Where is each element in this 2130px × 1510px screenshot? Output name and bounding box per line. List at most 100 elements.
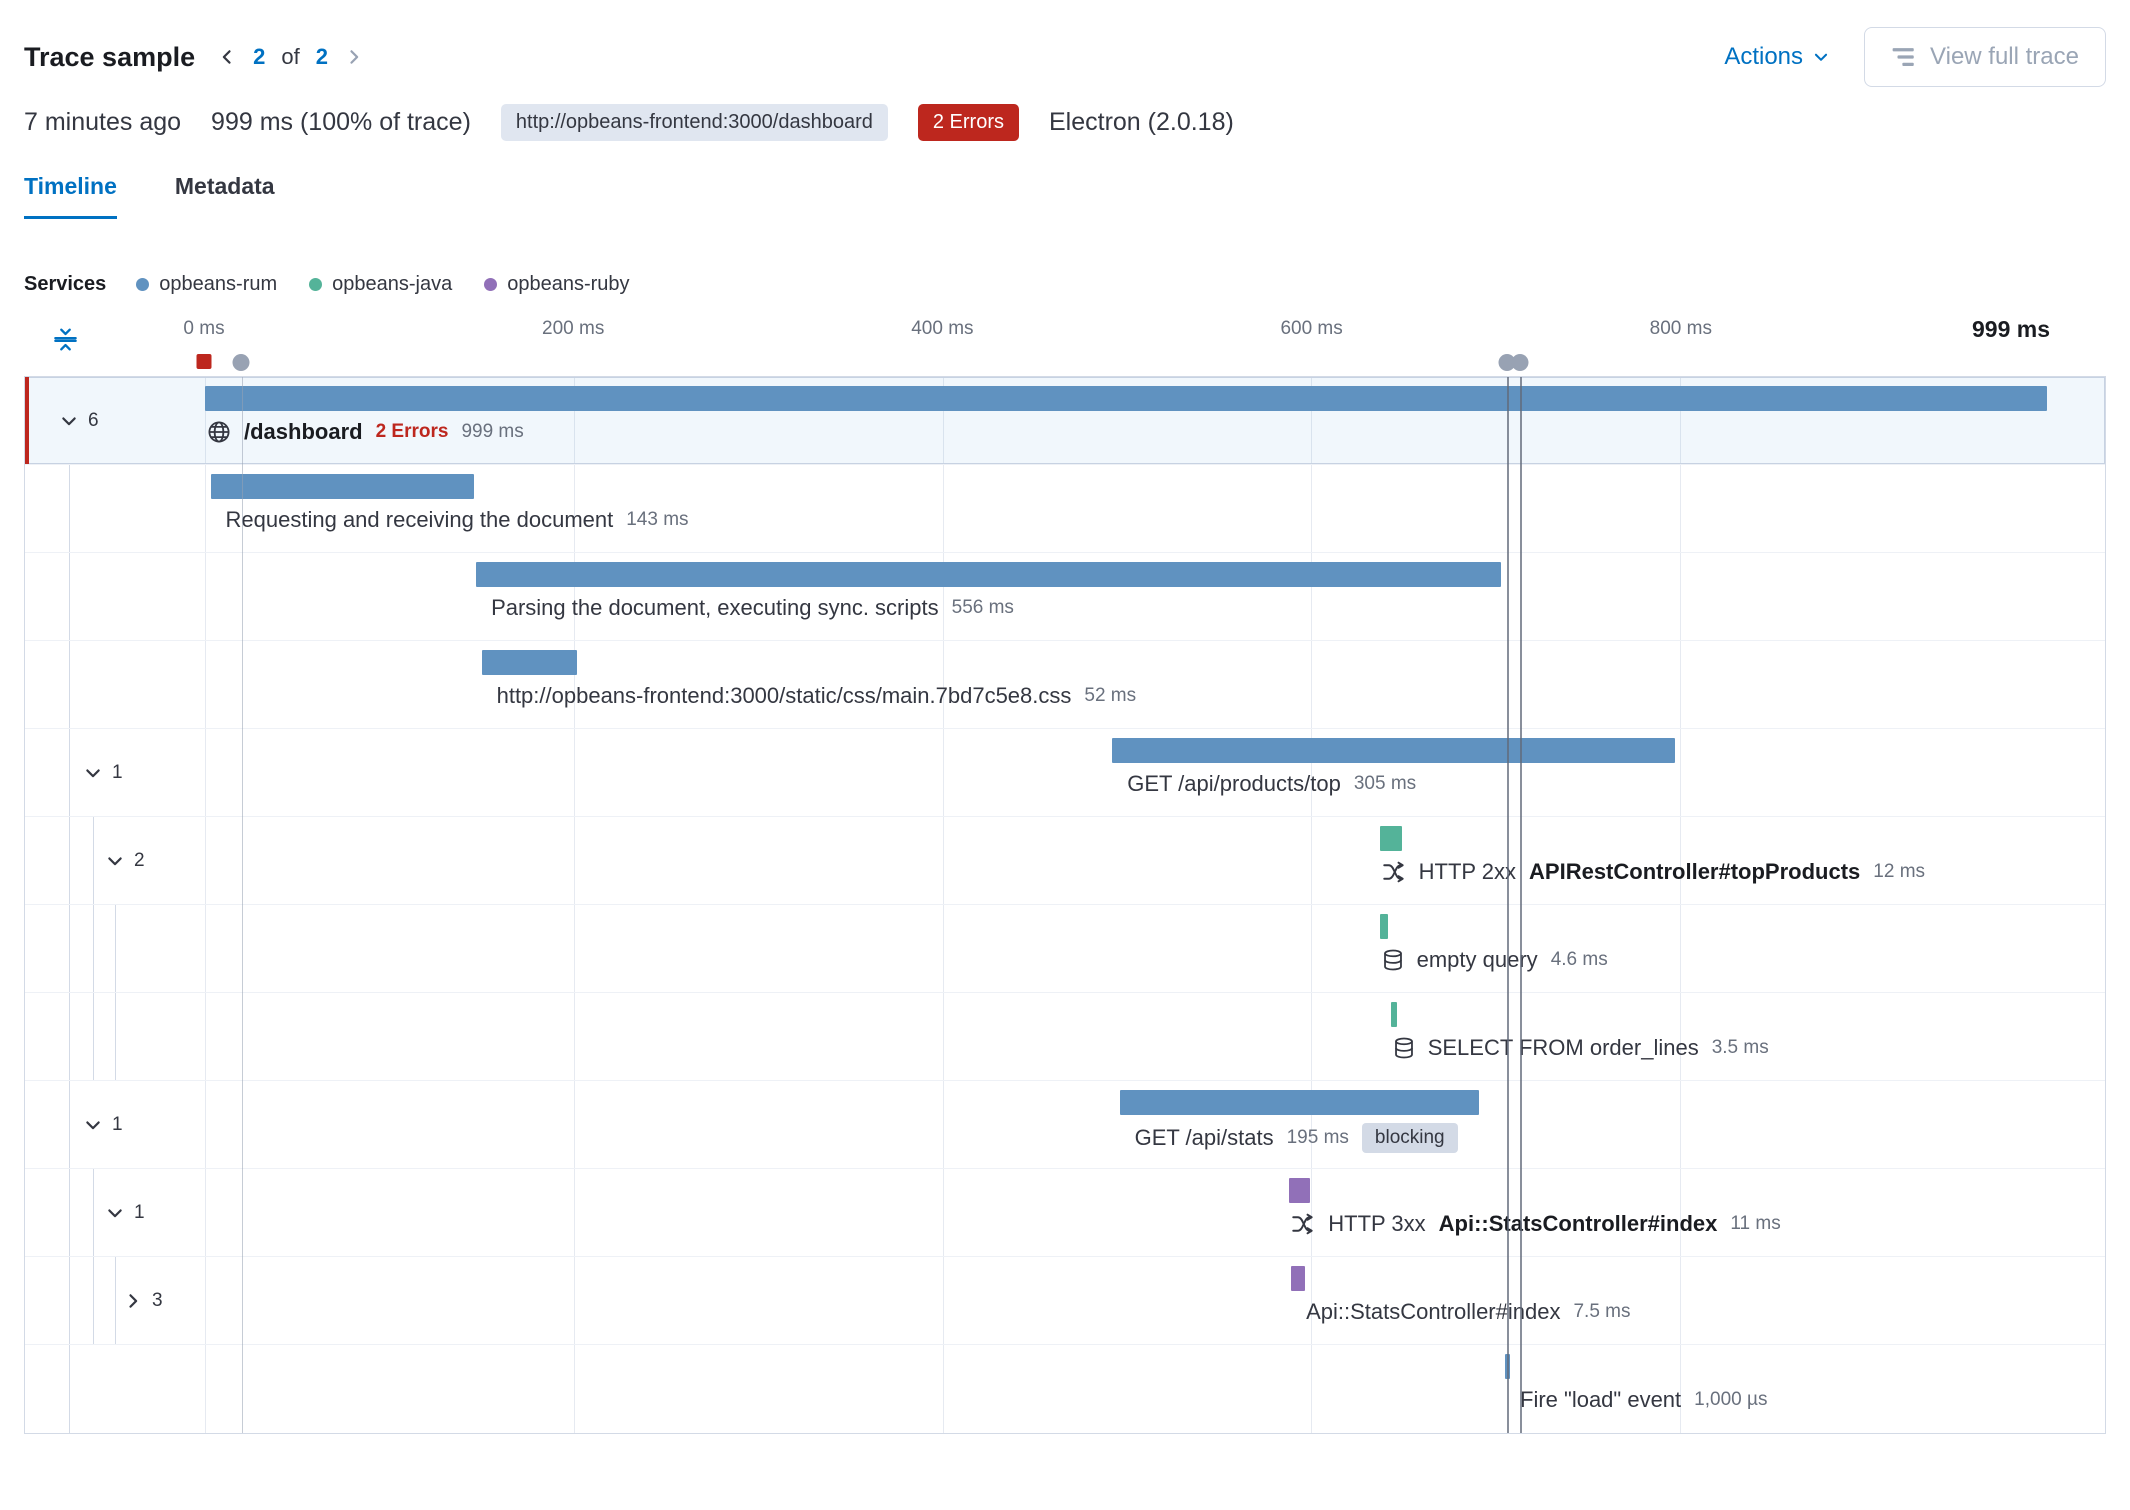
span-bar-empty-query[interactable]: [1379, 914, 1389, 939]
agent-info: Electron (2.0.18): [1049, 108, 1234, 137]
time-axis: 0 ms 200 ms 400 ms 600 ms 800 ms 999 ms: [24, 316, 2106, 376]
accordion-toggle-top-products-transaction[interactable]: 2: [105, 850, 145, 872]
span-title: SELECT FROM order_lines: [1427, 1035, 1699, 1060]
span-bar-stats-transaction[interactable]: [1289, 1178, 1310, 1203]
pagination-of-label: of: [281, 44, 300, 69]
chevron-left-icon: [222, 50, 231, 64]
pagination-current[interactable]: 2: [253, 44, 266, 69]
view-full-trace-button[interactable]: View full trace: [1864, 27, 2106, 87]
waterfall-row-fire-load-event[interactable]: Fire "load" event 1,000 µs: [25, 1345, 2105, 1433]
span-duration: 12 ms: [1873, 861, 1926, 882]
span-title: Requesting and receiving the document: [225, 507, 614, 532]
span-duration: 11 ms: [1730, 1213, 1781, 1234]
chevron-down-icon: [59, 411, 79, 431]
tabs: Timeline Metadata: [24, 173, 2106, 219]
actions-menu-button[interactable]: Actions: [1724, 43, 1830, 71]
span-label-dashboard: /dashboard 2 Errors 999 ms: [207, 419, 524, 445]
waterfall-row-dashboard[interactable]: 6/dashboard 2 Errors 999 ms: [25, 377, 2105, 465]
waterfall-row-get-api-stats[interactable]: 1 GET /api/stats 195 ms blocking: [25, 1081, 2105, 1169]
child-count: 3: [152, 1289, 163, 1311]
waterfall-row-empty-query[interactable]: empty query 4.6 ms: [25, 905, 2105, 993]
span-duration: 3.5 ms: [1711, 1037, 1769, 1058]
errors-badge[interactable]: 2 Errors: [917, 104, 1019, 141]
span-label-fire-load-event: Fire "load" event 1,000 µs: [1520, 1387, 1767, 1413]
child-count: 6: [88, 409, 99, 431]
span-bar-fire-load-event[interactable]: [1505, 1354, 1511, 1379]
trace-url-badge[interactable]: http://opbeans-frontend:3000/dashboard: [500, 104, 888, 141]
globe-icon: [207, 420, 231, 444]
trace-summary: 7 minutes ago 999 ms (100% of trace) htt…: [24, 104, 2106, 141]
next-trace-button[interactable]: [344, 47, 364, 67]
error-mark[interactable]: [196, 354, 212, 369]
waterfall-row-request-document[interactable]: Requesting and receiving the document 143…: [25, 465, 2105, 553]
span-bar-select-from-order-lines[interactable]: [1390, 1002, 1398, 1027]
span-bar-dashboard[interactable]: [205, 386, 2048, 411]
span-bar-top-products-transaction[interactable]: [1379, 826, 1402, 851]
span-label-empty-query: empty query 4.6 ms: [1382, 947, 1608, 973]
accordion-toggle-get-api-products-top[interactable]: 1: [83, 762, 123, 784]
waterfall-row-stats-transaction[interactable]: 1 HTTP 3xx Api::StatsController#index 11 ms: [25, 1169, 2105, 1257]
span-title: http://opbeans-frontend:3000/static/css/…: [496, 683, 1072, 708]
span-label-select-from-order-lines: SELECT FROM order_lines 3.5 ms: [1393, 1035, 1769, 1061]
actions-label: Actions: [1724, 43, 1804, 70]
span-bar-request-document[interactable]: [210, 474, 475, 499]
span-duration: 4.6 ms: [1550, 949, 1608, 970]
waterfall-row-top-products-transaction[interactable]: 2 HTTP 2xx APIRestController#topProducts 12…: [25, 817, 2105, 905]
agent-mark[interactable]: [232, 354, 250, 371]
legend-item-opbeans-rum: opbeans-rum: [136, 273, 277, 296]
accordion-toggle-stats-transaction[interactable]: 1: [105, 1202, 145, 1224]
prev-trace-button[interactable]: [217, 47, 237, 67]
span-bar-css-resource[interactable]: [481, 650, 578, 675]
indent-guide: [93, 817, 94, 1081]
pagination-total[interactable]: 2: [315, 44, 328, 69]
service-label: opbeans-ruby: [507, 273, 630, 295]
view-full-trace-label: View full trace: [1930, 43, 2079, 70]
transaction-icon: [1382, 860, 1406, 884]
span-duration: 1,000 µs: [1694, 1389, 1768, 1410]
child-count: 1: [112, 761, 123, 783]
span-bar-get-api-products-top[interactable]: [1112, 738, 1675, 763]
trace-icon: [1891, 44, 1917, 70]
tab-metadata[interactable]: Metadata: [174, 173, 275, 199]
span-label-request-document: Requesting and receiving the document 143…: [226, 507, 689, 533]
header-actions: Actions View full trace: [1724, 27, 2106, 87]
span-duration: 195 ms: [1286, 1127, 1349, 1148]
span-bar-get-api-stats[interactable]: [1119, 1090, 1480, 1115]
chevron-down-icon: [83, 763, 103, 783]
waterfall-row-get-api-products-top[interactable]: 1 GET /api/products/top 305 ms: [25, 729, 2105, 817]
span-title: Api::StatsController#index: [1438, 1211, 1718, 1236]
waterfall-row-select-from-order-lines[interactable]: SELECT FROM order_lines 3.5 ms: [25, 993, 2105, 1081]
database-icon: [1382, 949, 1404, 971]
agent-mark[interactable]: [1511, 354, 1529, 371]
accordion-toggle-dashboard[interactable]: 6: [59, 410, 99, 432]
child-count: 1: [112, 1113, 123, 1135]
page-title: Trace sample: [24, 41, 196, 72]
fold-icon[interactable]: [52, 326, 79, 353]
span-label-stats-transaction: HTTP 3xx Api::StatsController#index 11 ms: [1291, 1211, 1781, 1237]
accordion-toggle-get-api-stats[interactable]: 1: [83, 1114, 123, 1136]
gridline: [1311, 377, 1313, 1433]
span-bar-parsing-document[interactable]: [476, 562, 1502, 587]
span-label-parsing-document: Parsing the document, executing sync. sc…: [491, 595, 1014, 621]
span-duration: 999 ms: [461, 421, 524, 442]
service-label: opbeans-rum: [159, 273, 278, 295]
legend-item-opbeans-ruby: opbeans-ruby: [484, 273, 630, 296]
legend-title: Services: [24, 273, 107, 295]
span-label-top-products-transaction: HTTP 2xx APIRestController#topProducts 12 …: [1382, 859, 1925, 885]
waterfall-row-parsing-document[interactable]: Parsing the document, executing sync. sc…: [25, 553, 2105, 641]
indent-guide: [115, 905, 116, 1081]
span-title: /dashboard: [244, 419, 363, 444]
database-icon: [1393, 1037, 1415, 1059]
axis-tick: 0 ms: [183, 318, 225, 339]
tab-timeline[interactable]: Timeline: [24, 173, 117, 219]
accordion-toggle-stats-span-group[interactable]: 3: [123, 1290, 163, 1312]
span-label-css-resource: http://opbeans-frontend:3000/static/css/…: [497, 683, 1137, 709]
waterfall-row-css-resource[interactable]: http://opbeans-frontend:3000/static/css/…: [25, 641, 2105, 729]
waterfall-row-stats-span-group[interactable]: 3 Api::StatsController#index 7.5 ms: [25, 1257, 2105, 1345]
agent-mark[interactable]: [1498, 354, 1516, 371]
axis-tick: 600 ms: [1280, 318, 1343, 339]
trace-total-duration: 999 ms: [1971, 316, 2050, 342]
chevron-down-icon: [83, 1115, 103, 1135]
span-errors[interactable]: 2 Errors: [375, 421, 449, 442]
span-bar-stats-span-group[interactable]: [1291, 1266, 1305, 1291]
